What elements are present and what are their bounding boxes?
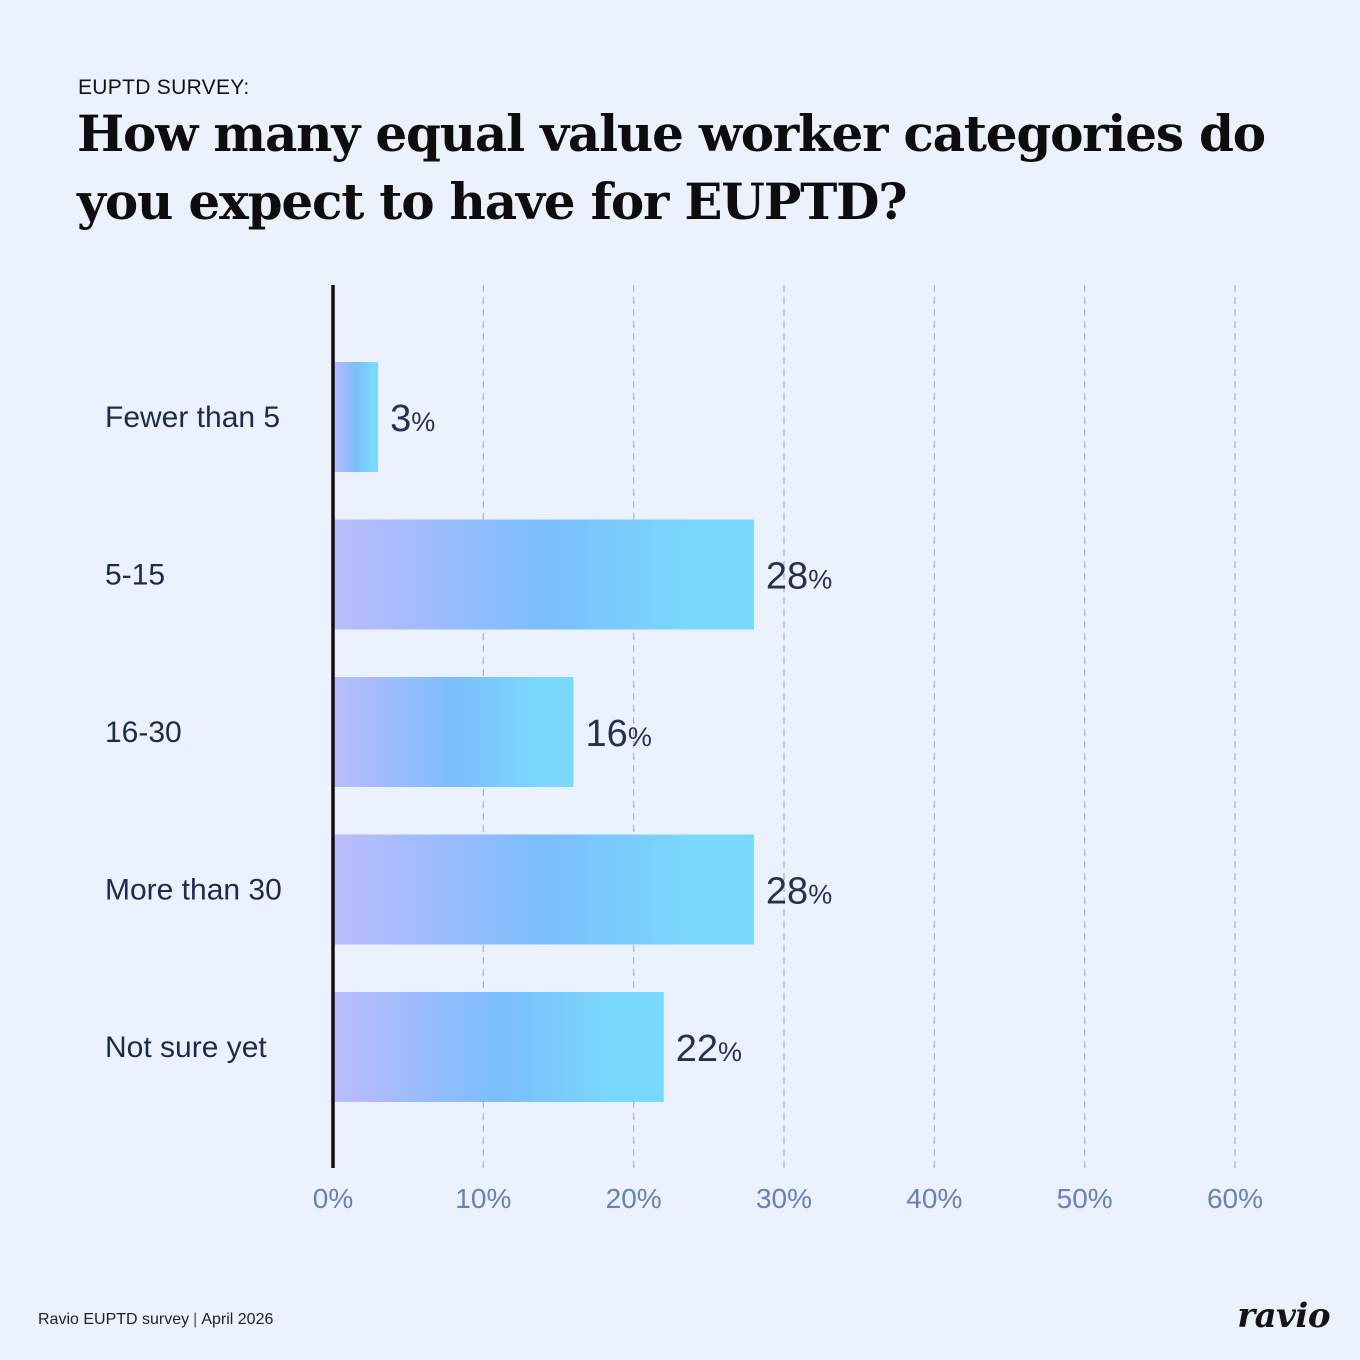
category-label: Fewer than 5 — [105, 401, 280, 434]
x-tick-label: 10% — [455, 1183, 511, 1214]
footer-date: April 2026 — [201, 1311, 274, 1328]
footer-separator: | — [193, 1311, 198, 1328]
x-tick-label: 30% — [756, 1183, 812, 1214]
ravio-logo: ravio — [1237, 1296, 1330, 1336]
bars — [333, 362, 754, 1102]
x-tick-label: 50% — [1057, 1183, 1113, 1214]
data-label: 16% — [586, 713, 652, 755]
x-tick-label: 0% — [313, 1183, 353, 1214]
bar — [333, 834, 754, 945]
bar — [333, 677, 574, 787]
bar — [333, 519, 754, 630]
x-tick-label: 60% — [1207, 1183, 1263, 1214]
bar — [333, 362, 379, 472]
footer-source-text: Ravio EUPTD survey — [38, 1311, 190, 1328]
labels: 0% 10% 20% 30% 40% 50% 60% Fewer than 5 3% 5-15 28… — [105, 398, 1263, 1214]
data-label: 3% — [390, 398, 435, 440]
footer-source: Ravio EUPTD survey | April 2026 — [38, 1311, 273, 1329]
data-label: 28% — [766, 871, 832, 913]
category-label: Not sure yet — [105, 1031, 267, 1064]
category-label: 5-15 — [105, 559, 165, 592]
category-label: 16-30 — [105, 716, 182, 749]
bar — [333, 992, 664, 1102]
category-label: More than 30 — [105, 874, 282, 907]
eyebrow-label: EUPTD SURVEY: — [78, 76, 250, 99]
data-label: 22% — [676, 1028, 742, 1070]
chart-title: How many equal value worker categories d… — [77, 104, 1266, 231]
data-label: 28% — [766, 556, 832, 598]
x-tick-label: 40% — [906, 1183, 962, 1214]
x-tick-label: 20% — [606, 1183, 662, 1214]
